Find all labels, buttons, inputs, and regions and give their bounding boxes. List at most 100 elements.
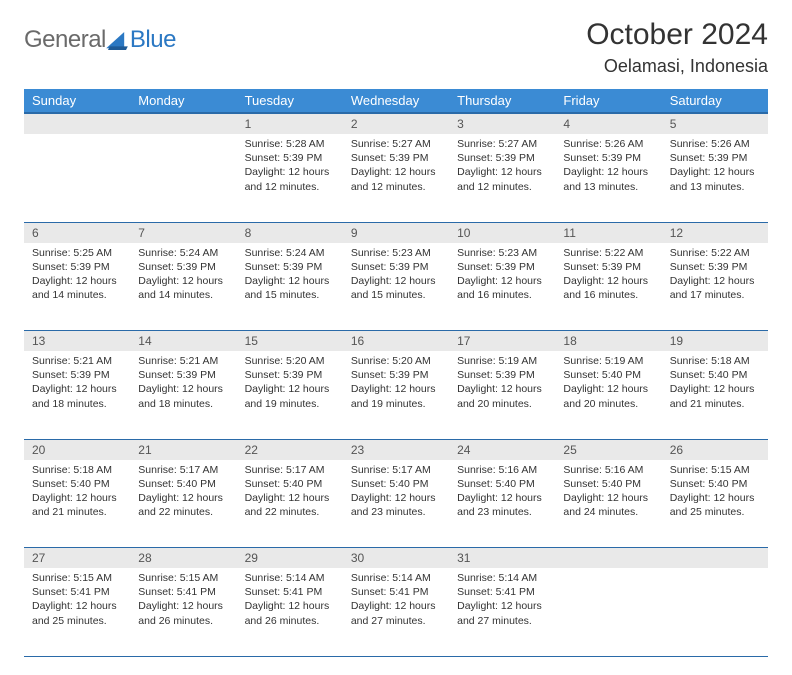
day-details: Sunrise: 5:23 AMSunset: 5:39 PMDaylight:…	[449, 243, 555, 309]
sunrise-line: Sunrise: 5:22 AM	[670, 246, 760, 260]
daylight-line: Daylight: 12 hours and 16 minutes.	[457, 274, 547, 302]
day-cell: Sunrise: 5:22 AMSunset: 5:39 PMDaylight:…	[555, 243, 661, 331]
day-number-cell: 1	[237, 113, 343, 134]
calendar-body: 12345Sunrise: 5:28 AMSunset: 5:39 PMDayl…	[24, 113, 768, 656]
day-number-cell: 16	[343, 331, 449, 352]
day-details: Sunrise: 5:14 AMSunset: 5:41 PMDaylight:…	[449, 568, 555, 634]
day-details: Sunrise: 5:18 AMSunset: 5:40 PMDaylight:…	[662, 351, 768, 417]
sunset-line: Sunset: 5:39 PM	[138, 368, 228, 382]
day-cell: Sunrise: 5:27 AMSunset: 5:39 PMDaylight:…	[449, 134, 555, 222]
day-details: Sunrise: 5:24 AMSunset: 5:39 PMDaylight:…	[130, 243, 236, 309]
daylight-line: Daylight: 12 hours and 27 minutes.	[351, 599, 441, 627]
day-cell: Sunrise: 5:15 AMSunset: 5:41 PMDaylight:…	[24, 568, 130, 656]
day-details: Sunrise: 5:15 AMSunset: 5:41 PMDaylight:…	[130, 568, 236, 634]
month-title: October 2024	[586, 18, 768, 52]
day-cell: Sunrise: 5:18 AMSunset: 5:40 PMDaylight:…	[662, 351, 768, 439]
day-number-cell: 6	[24, 222, 130, 243]
day-number-cell	[130, 113, 236, 134]
day-details: Sunrise: 5:15 AMSunset: 5:40 PMDaylight:…	[662, 460, 768, 526]
day-cell	[662, 568, 768, 656]
sunset-line: Sunset: 5:39 PM	[138, 260, 228, 274]
sunrise-line: Sunrise: 5:24 AM	[138, 246, 228, 260]
title-block: October 2024 Oelamasi, Indonesia	[586, 18, 768, 77]
brand-logo: General Blue	[24, 18, 176, 54]
week-row: Sunrise: 5:15 AMSunset: 5:41 PMDaylight:…	[24, 568, 768, 656]
week-row: Sunrise: 5:21 AMSunset: 5:39 PMDaylight:…	[24, 351, 768, 439]
day-number-cell: 20	[24, 439, 130, 460]
sunset-line: Sunset: 5:40 PM	[670, 368, 760, 382]
day-header: Thursday	[449, 89, 555, 113]
day-cell: Sunrise: 5:27 AMSunset: 5:39 PMDaylight:…	[343, 134, 449, 222]
daylight-line: Daylight: 12 hours and 23 minutes.	[457, 491, 547, 519]
sunset-line: Sunset: 5:40 PM	[138, 477, 228, 491]
day-cell: Sunrise: 5:14 AMSunset: 5:41 PMDaylight:…	[237, 568, 343, 656]
sunset-line: Sunset: 5:41 PM	[457, 585, 547, 599]
day-details: Sunrise: 5:21 AMSunset: 5:39 PMDaylight:…	[24, 351, 130, 417]
day-cell	[555, 568, 661, 656]
sunset-line: Sunset: 5:39 PM	[245, 260, 335, 274]
sunset-line: Sunset: 5:39 PM	[563, 260, 653, 274]
day-number-cell: 18	[555, 331, 661, 352]
day-details: Sunrise: 5:20 AMSunset: 5:39 PMDaylight:…	[237, 351, 343, 417]
daylight-line: Daylight: 12 hours and 18 minutes.	[138, 382, 228, 410]
sunset-line: Sunset: 5:40 PM	[563, 477, 653, 491]
sunset-line: Sunset: 5:40 PM	[670, 477, 760, 491]
day-cell: Sunrise: 5:23 AMSunset: 5:39 PMDaylight:…	[449, 243, 555, 331]
day-number-cell: 11	[555, 222, 661, 243]
sunrise-line: Sunrise: 5:23 AM	[457, 246, 547, 260]
sunset-line: Sunset: 5:41 PM	[351, 585, 441, 599]
daylight-line: Daylight: 12 hours and 13 minutes.	[670, 165, 760, 193]
sail-icon	[106, 32, 128, 50]
day-details: Sunrise: 5:15 AMSunset: 5:41 PMDaylight:…	[24, 568, 130, 634]
daylight-line: Daylight: 12 hours and 12 minutes.	[351, 165, 441, 193]
day-number-cell	[662, 548, 768, 569]
daylight-line: Daylight: 12 hours and 15 minutes.	[351, 274, 441, 302]
daylight-line: Daylight: 12 hours and 12 minutes.	[457, 165, 547, 193]
daylight-line: Daylight: 12 hours and 16 minutes.	[563, 274, 653, 302]
sunrise-line: Sunrise: 5:20 AM	[351, 354, 441, 368]
daylight-line: Daylight: 12 hours and 14 minutes.	[32, 274, 122, 302]
location-label: Oelamasi, Indonesia	[586, 56, 768, 77]
day-number-cell: 2	[343, 113, 449, 134]
sunrise-line: Sunrise: 5:17 AM	[245, 463, 335, 477]
day-cell: Sunrise: 5:17 AMSunset: 5:40 PMDaylight:…	[343, 460, 449, 548]
day-cell: Sunrise: 5:25 AMSunset: 5:39 PMDaylight:…	[24, 243, 130, 331]
daynum-row: 12345	[24, 113, 768, 134]
sunset-line: Sunset: 5:41 PM	[138, 585, 228, 599]
week-row: Sunrise: 5:18 AMSunset: 5:40 PMDaylight:…	[24, 460, 768, 548]
day-number-cell: 12	[662, 222, 768, 243]
day-number-cell: 4	[555, 113, 661, 134]
day-number-cell: 15	[237, 331, 343, 352]
daylight-line: Daylight: 12 hours and 14 minutes.	[138, 274, 228, 302]
day-number-cell: 28	[130, 548, 236, 569]
day-number-cell: 13	[24, 331, 130, 352]
sunrise-line: Sunrise: 5:15 AM	[138, 571, 228, 585]
day-details: Sunrise: 5:16 AMSunset: 5:40 PMDaylight:…	[555, 460, 661, 526]
sunrise-line: Sunrise: 5:27 AM	[351, 137, 441, 151]
day-number-cell: 14	[130, 331, 236, 352]
daylight-line: Daylight: 12 hours and 21 minutes.	[32, 491, 122, 519]
sunrise-line: Sunrise: 5:21 AM	[138, 354, 228, 368]
daylight-line: Daylight: 12 hours and 13 minutes.	[563, 165, 653, 193]
daylight-line: Daylight: 12 hours and 27 minutes.	[457, 599, 547, 627]
day-cell: Sunrise: 5:20 AMSunset: 5:39 PMDaylight:…	[237, 351, 343, 439]
sunset-line: Sunset: 5:41 PM	[32, 585, 122, 599]
daylight-line: Daylight: 12 hours and 25 minutes.	[670, 491, 760, 519]
day-number-cell: 26	[662, 439, 768, 460]
day-details: Sunrise: 5:23 AMSunset: 5:39 PMDaylight:…	[343, 243, 449, 309]
sunrise-line: Sunrise: 5:28 AM	[245, 137, 335, 151]
day-number-cell: 8	[237, 222, 343, 243]
daylight-line: Daylight: 12 hours and 20 minutes.	[563, 382, 653, 410]
brand-word-1: General	[24, 26, 106, 54]
day-cell: Sunrise: 5:23 AMSunset: 5:39 PMDaylight:…	[343, 243, 449, 331]
daylight-line: Daylight: 12 hours and 21 minutes.	[670, 382, 760, 410]
sunrise-line: Sunrise: 5:26 AM	[670, 137, 760, 151]
day-cell: Sunrise: 5:20 AMSunset: 5:39 PMDaylight:…	[343, 351, 449, 439]
day-cell: Sunrise: 5:14 AMSunset: 5:41 PMDaylight:…	[449, 568, 555, 656]
day-details: Sunrise: 5:25 AMSunset: 5:39 PMDaylight:…	[24, 243, 130, 309]
daylight-line: Daylight: 12 hours and 22 minutes.	[138, 491, 228, 519]
day-number-cell: 10	[449, 222, 555, 243]
day-number-cell: 19	[662, 331, 768, 352]
day-number-cell: 9	[343, 222, 449, 243]
sunrise-line: Sunrise: 5:18 AM	[670, 354, 760, 368]
